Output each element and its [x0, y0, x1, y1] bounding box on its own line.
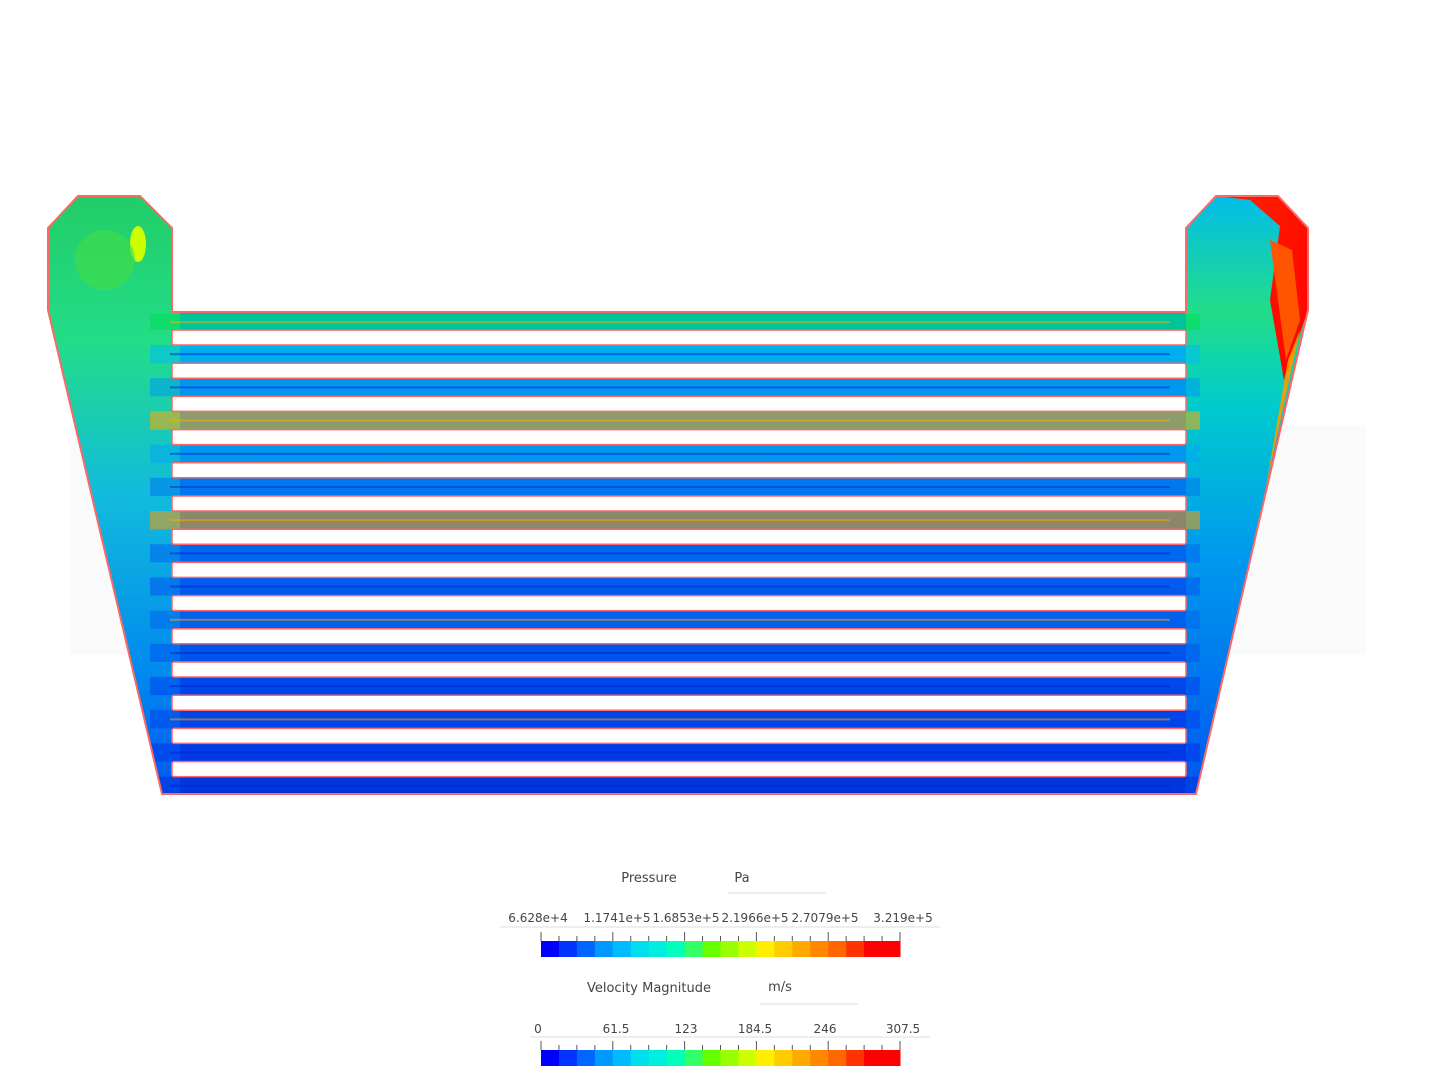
flow-streak — [170, 452, 1170, 455]
colorbar-segment — [810, 1050, 829, 1066]
domain-outline — [47, 195, 1309, 795]
colorbar-segment — [612, 941, 632, 957]
flow-streak — [170, 751, 1170, 754]
flow-streak — [170, 519, 1170, 522]
colorbar-tick-label: 184.5 — [738, 1022, 772, 1036]
velocity-legend: Velocity Magnitude m/s 0 61.5 123 184.5 246 3… — [530, 980, 930, 1066]
colorbar-segment — [594, 1050, 614, 1066]
tube — [171, 395, 1187, 413]
colorbar-segment — [558, 1050, 578, 1066]
flow-streak — [170, 485, 1170, 488]
flow-streak — [170, 718, 1170, 721]
colorbar-tick-label: 61.5 — [603, 1022, 630, 1036]
flow-streak — [170, 353, 1170, 356]
flow-streak — [170, 685, 1170, 688]
colorbar-segment — [612, 1050, 632, 1066]
colorbar-segment — [594, 941, 614, 957]
tube — [171, 329, 1187, 346]
flow-streak — [170, 419, 1170, 422]
colorbar-segment — [720, 941, 739, 957]
flow-streak — [170, 585, 1170, 588]
colorbar-tick-label: 307.5 — [886, 1022, 920, 1036]
colorbar-segment — [666, 941, 686, 957]
colorbar-segment — [558, 941, 578, 957]
colorbar-segment — [702, 1050, 721, 1066]
colorbar-segment — [541, 1050, 560, 1066]
flow-streak — [170, 618, 1170, 621]
tube — [171, 462, 1187, 479]
tube — [171, 760, 1187, 778]
colorbar-segment — [702, 941, 721, 957]
tube — [171, 428, 1187, 446]
colorbar-segment — [648, 1050, 668, 1066]
colorbar-tick-label: 2.7079e+5 — [791, 911, 858, 925]
tube — [171, 661, 1187, 678]
flow-streak — [170, 651, 1170, 654]
tube-array — [171, 329, 1187, 778]
colorbar-segment — [774, 941, 793, 957]
flow-streak — [170, 386, 1170, 389]
colorbar-segment — [666, 1050, 686, 1066]
colorbar-segment — [630, 1050, 650, 1066]
colorbar-tick-label: 1.6853e+5 — [652, 911, 719, 925]
colorbar-tick-label: 123 — [675, 1022, 698, 1036]
velocity-legend-title: Velocity Magnitude — [587, 981, 711, 996]
colorbar-segment — [738, 1050, 757, 1066]
tube — [171, 495, 1187, 512]
colorbar-segment — [828, 1050, 847, 1066]
colorbar-segment — [828, 941, 847, 957]
colorbar-segment — [864, 1050, 883, 1066]
tube — [171, 362, 1187, 379]
colorbar-tick-label: 3.219e+5 — [873, 911, 932, 925]
tube — [171, 628, 1187, 645]
tube — [171, 528, 1187, 545]
colorbar-tick-label: 6.628e+4 — [508, 911, 567, 925]
colorbar-segment — [756, 941, 775, 957]
colorbar-segment — [846, 941, 865, 957]
colorbar-segment — [738, 941, 757, 957]
velocity-legend-unit: m/s — [768, 980, 792, 995]
tube — [171, 727, 1187, 745]
pressure-legend: Pressure Pa 6.628e+4 1.1741e+5 1.6853e+5 2.… — [500, 871, 940, 957]
tube — [171, 561, 1187, 579]
colorbar-segment — [684, 941, 704, 957]
colorbar-segment — [720, 1050, 739, 1066]
flow-streak — [170, 321, 1170, 324]
colorbar-segment — [882, 941, 901, 957]
flow-streak — [170, 552, 1170, 555]
colorbar-segment — [864, 941, 883, 957]
tube — [171, 594, 1187, 612]
colorbar-segment — [630, 941, 650, 957]
colorbar-segment — [846, 1050, 865, 1066]
pressure-legend-title: Pressure — [621, 871, 677, 886]
flow-streak — [170, 784, 1170, 787]
colorbar-segment — [810, 941, 829, 957]
colorbar-segment — [792, 941, 811, 957]
colorbar-segment — [541, 941, 560, 957]
colorbar-segment — [648, 941, 668, 957]
colorbar-tick-label: 246 — [814, 1022, 837, 1036]
colorbar-segment — [792, 1050, 811, 1066]
colorbar-segment — [756, 1050, 775, 1066]
colorbar-segment — [882, 1050, 901, 1066]
colorbar-segment — [774, 1050, 793, 1066]
pressure-legend-unit: Pa — [734, 871, 749, 886]
colorbar-segment — [576, 941, 596, 957]
tube — [171, 694, 1187, 711]
colorbar-segment — [684, 1050, 704, 1066]
colorbar-tick-label: 2.1966e+5 — [721, 911, 788, 925]
colorbar-tick-label: 1.1741e+5 — [583, 911, 650, 925]
colorbar-segment — [576, 1050, 596, 1066]
colorbar-tick-label: 0 — [534, 1022, 542, 1036]
